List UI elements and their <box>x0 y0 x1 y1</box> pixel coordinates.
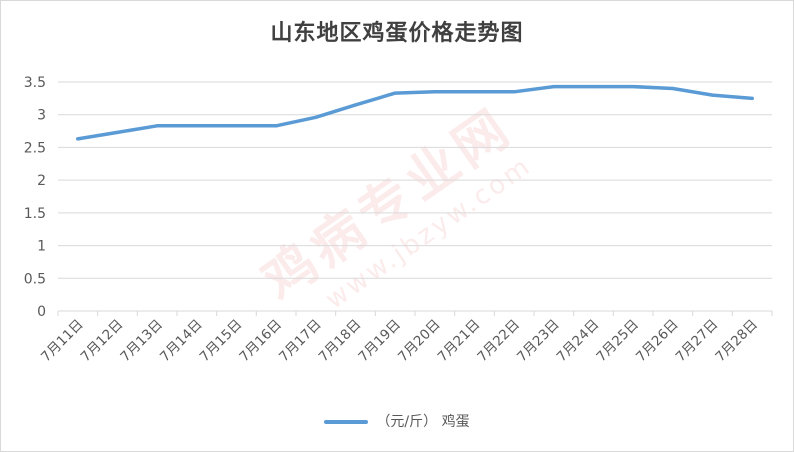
chart-title: 山东地区鸡蛋价格走势图 <box>270 21 524 46</box>
series-line <box>76 84 754 141</box>
data-point <box>631 84 635 89</box>
x-tick-label: 7月17日 <box>276 317 325 366</box>
data-point <box>393 91 397 95</box>
y-tick-label: 1 <box>37 239 46 255</box>
data-point <box>512 90 516 94</box>
x-tick-label: 7月16日 <box>236 317 285 366</box>
data-point <box>710 93 715 97</box>
x-tick-label: 7月19日 <box>355 317 404 366</box>
legend-swatch <box>324 420 369 424</box>
y-tick-label: 0.5 <box>24 271 46 287</box>
x-tick-label: 7月18日 <box>316 317 365 366</box>
x-tick-label: 7月27日 <box>673 317 722 366</box>
x-tick-label: 7月14日 <box>157 317 206 366</box>
data-point <box>472 90 477 94</box>
x-tick-label: 7月26日 <box>633 317 682 366</box>
data-point <box>671 86 675 91</box>
data-point <box>115 130 120 134</box>
x-tick-label: 7月21日 <box>435 317 484 366</box>
x-tick-label: 7月11日 <box>38 317 87 366</box>
data-point <box>552 84 556 89</box>
x-tick-label: 7月22日 <box>474 317 523 366</box>
data-point <box>314 115 318 119</box>
data-point <box>353 103 358 107</box>
x-tick-label: 7月13日 <box>117 317 166 366</box>
x-tick-label: 7月20日 <box>395 317 444 366</box>
x-tick-label: 7月15日 <box>197 317 246 366</box>
data-point <box>76 137 80 141</box>
x-tick-label: 7月12日 <box>78 317 127 366</box>
y-tick-label: 2 <box>37 173 46 189</box>
data-point <box>591 84 596 89</box>
data-point <box>750 96 754 100</box>
data-point <box>433 90 437 94</box>
x-tick-label: 7月28日 <box>712 317 761 366</box>
data-point <box>274 124 278 128</box>
x-tick-label: 7月25日 <box>593 317 642 366</box>
x-tick-label: 7月24日 <box>554 317 603 366</box>
legend: （元/斤） 鸡蛋 <box>1 411 793 431</box>
data-point <box>234 124 239 128</box>
legend-label: （元/斤） 鸡蛋 <box>376 414 470 430</box>
y-tick-label: 2.5 <box>24 140 46 156</box>
data-point <box>155 124 159 128</box>
y-tick-label: 0 <box>37 304 46 320</box>
data-point <box>195 124 199 128</box>
y-tick-label: 3.5 <box>24 75 46 91</box>
x-tick-label: 7月23日 <box>514 317 563 366</box>
y-tick-label: 3 <box>37 108 46 124</box>
y-tick-label: 1.5 <box>24 206 46 222</box>
